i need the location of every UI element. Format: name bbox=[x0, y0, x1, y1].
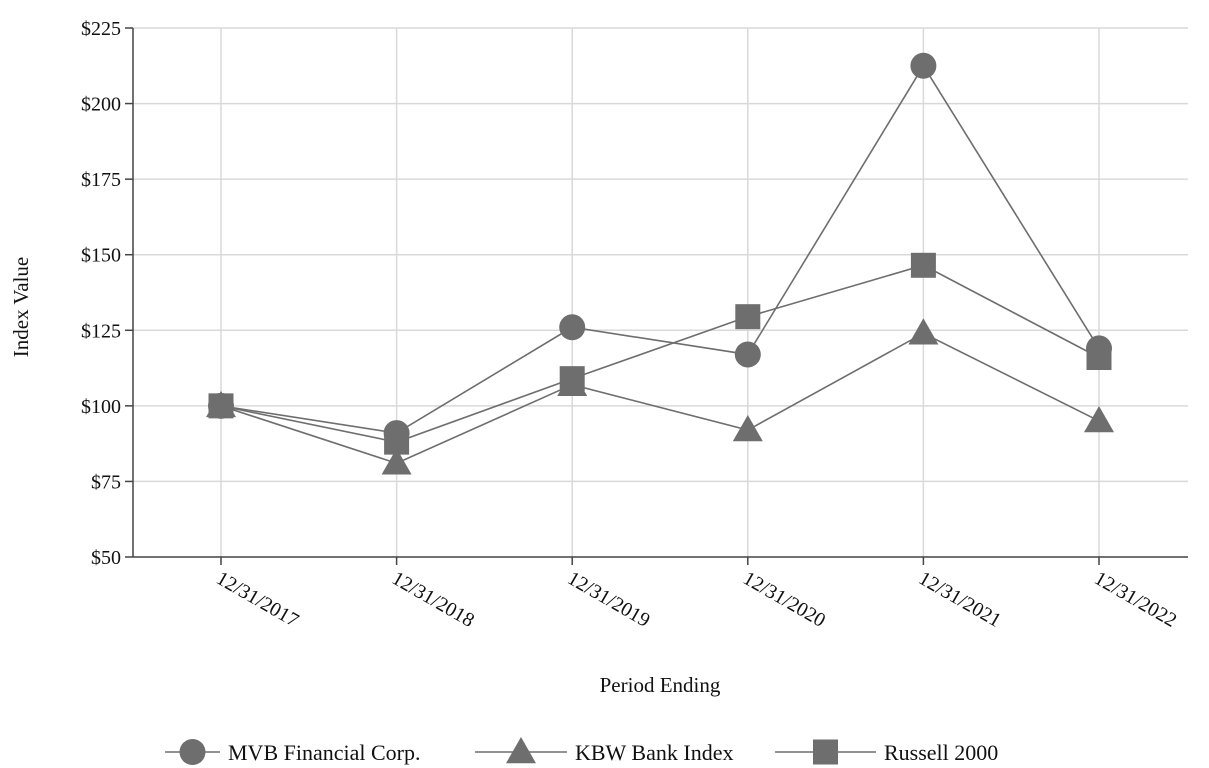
x-axis-title: Period Ending bbox=[600, 673, 721, 697]
legend-item-kbw-bank-index: KBW Bank Index bbox=[475, 737, 733, 765]
legend-label: MVB Financial Corp. bbox=[228, 740, 421, 765]
legend-label: KBW Bank Index bbox=[575, 740, 733, 765]
series bbox=[206, 52, 1114, 475]
data-point-kbw-bank-index bbox=[732, 415, 763, 442]
data-point-russell-2000 bbox=[208, 393, 234, 419]
y-tick-label: $50 bbox=[91, 547, 121, 569]
grid-lines bbox=[133, 27, 1188, 557]
series-line-russell-2000 bbox=[220, 264, 1100, 443]
data-point-mvb-financial-corp bbox=[734, 341, 761, 368]
y-tick-label: $225 bbox=[81, 18, 121, 40]
data-point-russell-2000 bbox=[1086, 344, 1112, 370]
x-tick-label: 12/31/2020 bbox=[739, 567, 829, 632]
legend-marker bbox=[179, 739, 206, 765]
data-point-mvb-financial-corp bbox=[559, 314, 586, 341]
y-tick-label: $75 bbox=[91, 471, 121, 493]
x-tick-label: 12/31/2022 bbox=[1091, 567, 1181, 632]
series-kbw-bank-index bbox=[206, 318, 1114, 475]
series-russell-2000 bbox=[208, 252, 1112, 455]
y-tick-label: $200 bbox=[81, 94, 121, 116]
data-point-russell-2000 bbox=[559, 366, 585, 392]
legend-marker bbox=[506, 737, 536, 764]
data-point-mvb-financial-corp bbox=[910, 52, 937, 79]
x-tick-labels: 12/31/2017 12/31/2018 12/31/2019 12/31/2020… bbox=[213, 567, 1181, 632]
data-point-russell-2000 bbox=[384, 429, 410, 455]
legend-item-mvb-financial-corp: MVB Financial Corp. bbox=[165, 739, 421, 765]
legend-item-russell-2000: Russell 2000 bbox=[775, 739, 998, 765]
x-tick-label: 12/31/2017 bbox=[213, 567, 303, 632]
data-point-russell-2000 bbox=[910, 252, 936, 278]
x-tick-label: 12/31/2021 bbox=[915, 567, 1005, 632]
y-tick-label: $100 bbox=[81, 396, 121, 418]
series-line-mvb-financial-corp bbox=[220, 64, 1100, 434]
legend: MVB Financial Corp. KBW Bank Index Russell… bbox=[165, 737, 998, 765]
y-tick-labels: $50 $75 $100 $125 $150 $175 $200 $225 bbox=[81, 18, 121, 569]
y-axis-title: Index Value bbox=[9, 257, 33, 358]
series-line-kbw-bank-index bbox=[220, 332, 1100, 465]
data-point-kbw-bank-index bbox=[908, 318, 939, 345]
data-point-russell-2000 bbox=[735, 304, 761, 330]
y-tick-label: $125 bbox=[81, 320, 121, 342]
y-tick-label: $150 bbox=[81, 245, 121, 267]
legend-label: Russell 2000 bbox=[884, 740, 998, 765]
data-point-kbw-bank-index bbox=[1084, 405, 1114, 433]
x-tick-label: 12/31/2018 bbox=[388, 567, 478, 632]
x-tick-label: 12/31/2019 bbox=[564, 567, 654, 632]
data-point-kbw-bank-index bbox=[381, 448, 412, 475]
series-mvb-financial-corp bbox=[208, 52, 1112, 447]
y-tick-label: $175 bbox=[81, 169, 121, 191]
legend-marker bbox=[813, 739, 838, 765]
axes bbox=[125, 27, 1188, 565]
